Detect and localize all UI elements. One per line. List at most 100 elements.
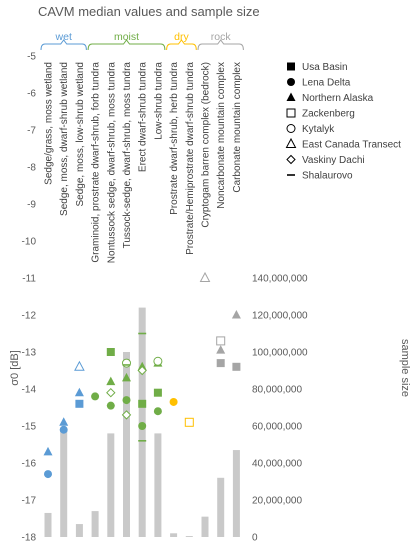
y-tick-label: -5 xyxy=(27,52,36,63)
point-east-canada-transect xyxy=(199,271,211,282)
group-bracket-wet xyxy=(40,39,87,51)
point-northern-alaska xyxy=(106,376,116,386)
group-label-rock: rock xyxy=(211,31,232,43)
sample-size-bar xyxy=(91,511,99,537)
category-label: Noncarbonate mountain complex xyxy=(216,62,227,209)
group-bracket-dry xyxy=(166,39,197,51)
y2-tick-label: 0 xyxy=(252,533,258,544)
y-tick-label: -18 xyxy=(22,533,37,544)
category-label: Carbonate mountain complex xyxy=(232,62,243,193)
point-usa-basin xyxy=(216,359,225,368)
legend-marker xyxy=(285,137,297,148)
legend-entry: Usa Basin xyxy=(302,62,348,73)
y-tick-label: -9 xyxy=(27,200,36,211)
point-northern-alaska xyxy=(43,446,53,456)
y2-tick-label: 60,000,000 xyxy=(252,422,302,433)
category-label: Erect dwarf-shrub tundra xyxy=(138,62,149,172)
sample-size-bar xyxy=(201,516,209,537)
sample-size-bar xyxy=(44,512,52,537)
y-tick-label: -10 xyxy=(22,237,37,248)
sample-size-bar xyxy=(154,433,162,537)
y2-tick-label: 120,000,000 xyxy=(252,311,308,322)
point-lena-delta xyxy=(59,425,68,434)
point-lena-delta xyxy=(169,397,178,406)
point-kytalyk xyxy=(122,358,131,368)
point-lena-delta xyxy=(106,401,115,410)
point-northern-alaska xyxy=(74,387,84,397)
point-vaskiny-dachi xyxy=(137,365,147,376)
group-label-dry: dry xyxy=(174,31,189,43)
group-bracket-rock xyxy=(197,39,244,51)
sample-size-bar xyxy=(107,433,115,537)
category-label: Sedge, moss, low-shrub wetland xyxy=(75,62,86,207)
category-label: Prostrate/Hemiprostrate dwarf-shrub tund… xyxy=(185,62,196,255)
y-tick-label: -7 xyxy=(27,126,36,137)
category-groups: wet moist dry rock xyxy=(40,31,244,51)
legend-marker xyxy=(286,124,296,133)
legend-entry: East Canada Transect xyxy=(302,140,401,151)
category-label: Low-shrub tundra xyxy=(153,62,164,140)
y2-tick-label: 80,000,000 xyxy=(252,385,302,396)
sample-size-bar xyxy=(60,429,68,537)
y-tick-label: -16 xyxy=(22,459,37,470)
point-zackenberg xyxy=(184,417,194,427)
sample-size-bar xyxy=(123,352,130,537)
y2-tick-label: 20,000,000 xyxy=(252,496,302,507)
y-tick-label: -15 xyxy=(22,422,37,433)
sample-size-bar xyxy=(75,524,83,537)
point-zackenberg xyxy=(216,336,226,346)
y-axis-left: -5 -6 -7 -8 -9 -10 -11 -12 -13 -14 -15 -16 -17 -18 xyxy=(22,52,37,544)
group-label-wet: wet xyxy=(55,31,72,43)
point-lena-delta xyxy=(44,470,52,479)
legend-marker xyxy=(286,92,296,101)
y-tick-label: -13 xyxy=(22,348,37,359)
y-tick-label: -6 xyxy=(27,89,36,100)
point-east-canada-transect xyxy=(74,360,85,371)
y-tick-label: -12 xyxy=(22,311,37,322)
sample-size-bar xyxy=(185,536,193,537)
legend-entry: Zackenberg xyxy=(302,109,355,120)
category-label: Tussock-sedge, dwarf-shrub, moss tundra xyxy=(122,62,133,249)
point-vaskiny-dachi xyxy=(121,410,132,420)
legend-marker xyxy=(287,62,295,71)
legend-marker xyxy=(286,154,296,165)
category-label: Sedge, moss, dwarf-shrub wetland xyxy=(59,62,70,216)
point-northern-alaska xyxy=(216,345,226,354)
sample-size-bar xyxy=(170,533,178,537)
y-tick-label: -8 xyxy=(27,163,36,174)
y-tick-label: -14 xyxy=(22,385,37,396)
y-axis-right-title: sample size xyxy=(399,339,411,397)
point-usa-basin xyxy=(232,362,241,371)
point-usa-basin xyxy=(153,388,162,397)
legend-entry: Northern Alaska xyxy=(302,93,374,104)
point-lena-delta xyxy=(91,392,100,401)
y-tick-label: -17 xyxy=(22,496,37,507)
category-label: Prostrate dwarf-shrub, herb tundra xyxy=(169,62,180,215)
legend-marker xyxy=(286,108,296,118)
point-usa-basin xyxy=(75,399,84,408)
y-tick-label: -11 xyxy=(22,274,36,285)
category-label: Sedge/grass, moss wetland xyxy=(44,62,55,185)
y2-tick-label: 40,000,000 xyxy=(252,459,302,470)
point-lena-delta xyxy=(122,396,131,405)
legend-entry: Kytalyk xyxy=(302,124,335,135)
y-axis-right: 0 20,000,000 40,000,000 60,000,000 80,000,00… xyxy=(252,274,308,544)
point-vaskiny-dachi xyxy=(106,387,116,398)
sample-size-bar xyxy=(232,450,240,537)
point-northern-alaska xyxy=(122,372,131,382)
y2-tick-label: 140,000,000 xyxy=(252,274,308,285)
point-lena-delta xyxy=(153,407,162,416)
legend: Usa Basin Lena Delta Northern Alaska Zacken… xyxy=(285,62,401,182)
chart-title: CAVM median values and sample size xyxy=(38,4,260,19)
category-label: Cryptogam barren complex (bedrock) xyxy=(201,62,212,228)
point-usa-basin xyxy=(138,399,147,408)
legend-entry: Lena Delta xyxy=(302,78,351,89)
legend-entry: Shalaurovo xyxy=(302,171,353,182)
y2-tick-label: 100,000,000 xyxy=(252,348,308,359)
data-points xyxy=(43,271,241,479)
point-northern-alaska xyxy=(231,310,241,319)
category-label: Graminoid, prostrate dwarf-shrub, forb t… xyxy=(91,62,102,263)
point-kytalyk xyxy=(153,356,163,366)
y-axis-left-title: σ0 [dB] xyxy=(9,350,21,386)
